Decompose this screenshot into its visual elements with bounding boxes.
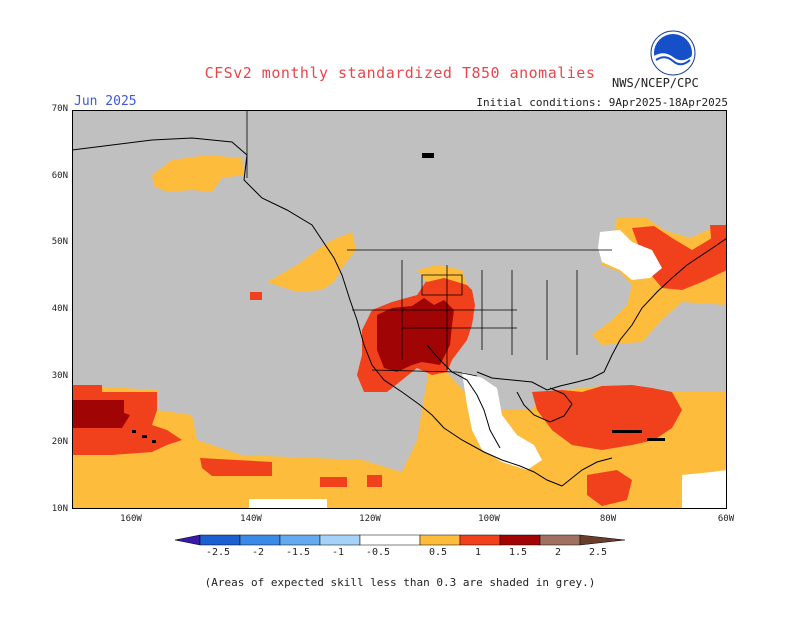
islands [132, 153, 665, 443]
lon-label-160w: 160W [120, 514, 142, 524]
lat-label-70n: 70N [51, 104, 68, 114]
colorbar-segment-neutral [359, 534, 421, 546]
lat-label-20n: 20N [51, 437, 68, 447]
anomaly-region-pacific-red-blob [320, 477, 347, 487]
anomaly-region-pacific-red-blob-2 [367, 475, 382, 487]
colorbar-segment-low-tail [174, 534, 201, 546]
colorbar-segment-m2 [199, 534, 241, 546]
colorbar-label: 0.5 [428, 547, 448, 558]
map-frame [72, 110, 727, 509]
colorbar-segment-15 [499, 534, 541, 546]
lon-label-60w: 60W [717, 514, 735, 524]
colorbar-label: -1.5 [285, 547, 311, 558]
skill-footnote: (Areas of expected skill less than 0.3 a… [204, 576, 596, 589]
anomaly-region-pacific-white [249, 499, 327, 509]
colorbar-label: -2 [251, 547, 265, 558]
lon-label-80w: 80W [599, 514, 617, 524]
lon-label-140w: 140W [240, 514, 262, 524]
anomaly-region-alaska [152, 155, 244, 192]
colorbar-label: 2 [554, 547, 562, 558]
colorbar-segment-m05 [319, 534, 361, 546]
colorbar-label: 1 [474, 547, 482, 558]
colorbar [174, 534, 626, 546]
anomaly-region-northeast-white [598, 230, 662, 280]
colorbar-label: -1 [331, 547, 345, 558]
noaa-logo-icon [650, 30, 696, 76]
colorbar-label: 2.5 [588, 547, 608, 558]
lon-label-120w: 120W [359, 514, 381, 524]
lat-label-60n: 60N [51, 171, 68, 181]
lat-label-40n: 40N [51, 304, 68, 314]
coastline [72, 137, 727, 487]
colorbar-segment-m1 [279, 534, 321, 546]
colorbar-label: 1.5 [508, 547, 528, 558]
colorbar-segment-m15 [239, 534, 281, 546]
chart-title: CFSv2 monthly standardized T850 anomalie… [204, 64, 596, 82]
anomaly-region-caribbean-white [682, 470, 727, 509]
agency-label: NWS/NCEP/CPC [612, 76, 699, 90]
anomaly-region-northeast-red-2 [710, 225, 727, 250]
colorbar-label: -2.5 [205, 547, 231, 558]
lat-label-30n: 30N [51, 371, 68, 381]
anomaly-region-pacific-red-square [250, 292, 262, 300]
initial-conditions: Initial conditions: 9Apr2025-18Apr2025 [476, 96, 728, 109]
colorbar-segment-high-tail [579, 534, 626, 546]
anomaly-region-central-america-red [587, 470, 632, 506]
anomaly-map [72, 110, 727, 509]
anomaly-region-pacific-northwest [267, 232, 356, 292]
colorbar-segment-2 [539, 534, 581, 546]
forecast-month: Jun 2025 [74, 94, 137, 109]
lat-label-50n: 50N [51, 237, 68, 247]
colorbar-segment-05 [419, 534, 461, 546]
colorbar-label: -0.5 [365, 547, 391, 558]
anomaly-region-mexico-white [462, 372, 542, 470]
anomaly-region-pacific-red-strip [200, 458, 272, 476]
anomaly-region-northeast-red [632, 226, 727, 290]
anomaly-region-hawaii-darkred [72, 400, 130, 428]
colorbar-segment-1 [459, 534, 501, 546]
lat-label-10n: 10N [51, 504, 68, 514]
political-boundaries [246, 110, 612, 377]
lon-label-100w: 100W [478, 514, 500, 524]
